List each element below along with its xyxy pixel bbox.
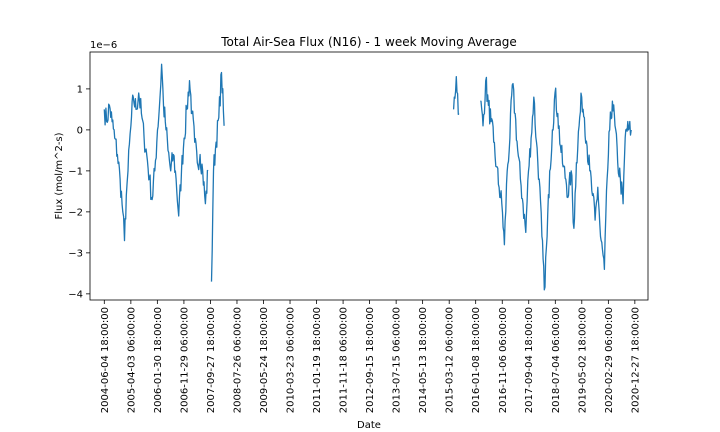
- y-tick-label: 0: [77, 125, 83, 136]
- x-tick-label: 2005-04-03 06:00:00: [126, 307, 137, 413]
- x-tick-label: 2016-01-08 18:00:00: [471, 307, 482, 413]
- x-tick-label: 2004-06-04 18:00:00: [100, 307, 111, 413]
- y-tick-label: −4: [68, 289, 83, 300]
- x-axis-label: Date: [357, 420, 381, 431]
- x-tick-label: 2013-07-15 06:00:00: [392, 307, 403, 413]
- x-tick-label: 2006-11-29 06:00:00: [179, 307, 190, 413]
- x-tick-label: 2017-09-04 18:00:00: [524, 307, 535, 413]
- x-tick-label: 2008-07-26 06:00:00: [232, 307, 243, 413]
- flux-line-segment: [480, 76, 632, 291]
- x-tick-label: 2009-05-24 18:00:00: [259, 307, 270, 413]
- y-tick-label: −3: [68, 248, 83, 259]
- plot-frame: [89, 51, 649, 301]
- y-axis-label: Flux (mol/m^2-s): [54, 132, 65, 219]
- x-tick-label: 2011-01-19 18:00:00: [312, 307, 323, 413]
- x-tick-label: 2020-12-27 18:00:00: [630, 307, 641, 413]
- x-tick-label: 2019-05-02 18:00:00: [577, 307, 588, 413]
- x-axis-ticks: 2004-06-04 18:00:00 2005-04-03 06:00:00 20…: [100, 300, 641, 413]
- x-tick-label: 2016-11-06 06:00:00: [498, 307, 509, 413]
- chart-title: Total Air-Sea Flux (N16) - 1 week Moving…: [220, 35, 517, 49]
- flux-line-segment: [210, 71, 225, 282]
- y-offset-label: 1e−6: [90, 40, 117, 51]
- x-tick-label: 2006-01-30 18:00:00: [153, 307, 164, 413]
- plot-lines: [103, 63, 632, 291]
- x-tick-label: 2015-03-12 06:00:00: [445, 307, 456, 413]
- y-axis-ticks: 1 0 −1 −2 −3 −4: [68, 84, 90, 300]
- x-tick-label: 2012-09-15 18:00:00: [365, 307, 376, 413]
- flux-line-segment: [103, 63, 209, 242]
- x-tick-label: 2011-11-18 06:00:00: [339, 307, 350, 413]
- y-tick-label: 1: [77, 84, 83, 95]
- y-tick-label: −2: [68, 207, 83, 218]
- x-tick-label: 2007-09-27 18:00:00: [206, 307, 217, 413]
- x-tick-label: 2014-05-13 18:00:00: [418, 307, 429, 413]
- x-tick-label: 2020-02-29 06:00:00: [604, 307, 615, 413]
- y-tick-label: −1: [68, 166, 83, 177]
- flux-line-segment: [452, 75, 460, 116]
- x-tick-label: 2010-03-23 06:00:00: [286, 307, 297, 413]
- x-tick-label: 2018-07-04 06:00:00: [551, 307, 562, 413]
